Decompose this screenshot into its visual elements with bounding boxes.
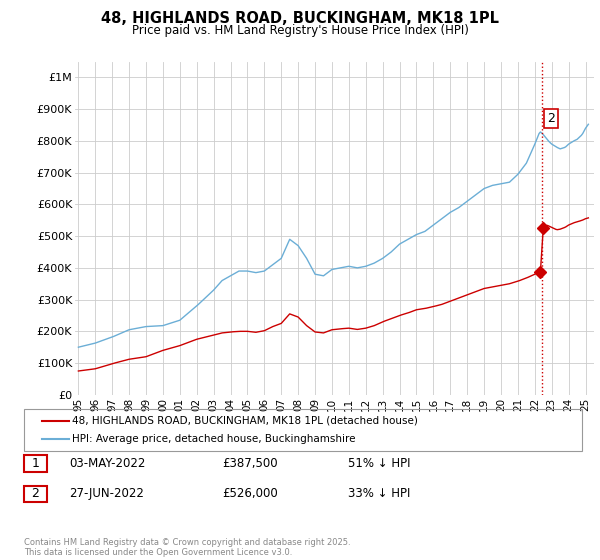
Text: £526,000: £526,000 (222, 487, 278, 501)
Text: 33% ↓ HPI: 33% ↓ HPI (348, 487, 410, 501)
Text: HPI: Average price, detached house, Buckinghamshire: HPI: Average price, detached house, Buck… (72, 434, 355, 444)
Text: £387,500: £387,500 (222, 456, 278, 470)
Text: 2: 2 (547, 112, 555, 125)
Text: Contains HM Land Registry data © Crown copyright and database right 2025.
This d: Contains HM Land Registry data © Crown c… (24, 538, 350, 557)
Text: 1: 1 (31, 456, 40, 470)
Text: 27-JUN-2022: 27-JUN-2022 (69, 487, 144, 501)
Text: 51% ↓ HPI: 51% ↓ HPI (348, 456, 410, 470)
Text: 2: 2 (31, 487, 40, 501)
Text: Price paid vs. HM Land Registry's House Price Index (HPI): Price paid vs. HM Land Registry's House … (131, 24, 469, 36)
Text: 48, HIGHLANDS ROAD, BUCKINGHAM, MK18 1PL: 48, HIGHLANDS ROAD, BUCKINGHAM, MK18 1PL (101, 11, 499, 26)
Text: 48, HIGHLANDS ROAD, BUCKINGHAM, MK18 1PL (detached house): 48, HIGHLANDS ROAD, BUCKINGHAM, MK18 1PL… (72, 416, 418, 426)
Text: 03-MAY-2022: 03-MAY-2022 (69, 456, 145, 470)
